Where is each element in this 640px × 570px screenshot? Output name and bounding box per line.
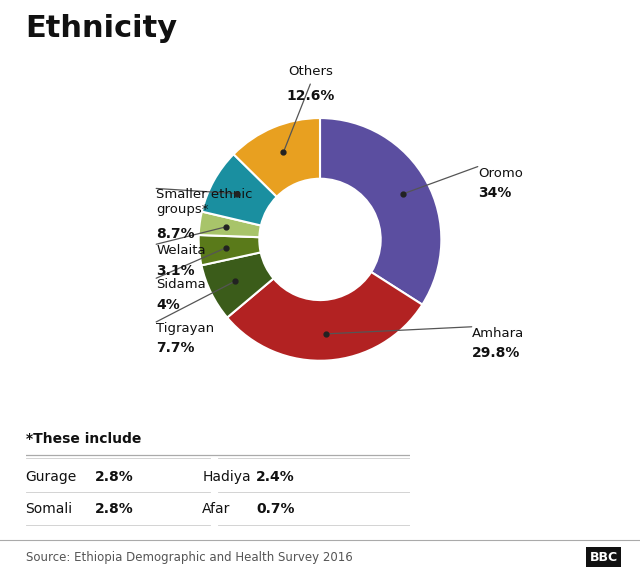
Wedge shape (227, 272, 422, 361)
Wedge shape (199, 211, 261, 237)
Text: 12.6%: 12.6% (286, 89, 335, 103)
Text: 2.8%: 2.8% (95, 470, 134, 484)
Text: Somali: Somali (26, 502, 73, 516)
Text: Hadiya: Hadiya (202, 470, 251, 484)
Text: 7.7%: 7.7% (156, 341, 195, 355)
Text: 34%: 34% (478, 186, 511, 200)
Text: 2.4%: 2.4% (256, 470, 295, 484)
Text: Others: Others (288, 65, 333, 78)
Text: 0.7%: 0.7% (256, 502, 294, 516)
Text: BBC: BBC (589, 551, 618, 564)
Wedge shape (198, 235, 260, 266)
Wedge shape (202, 253, 273, 317)
Text: *These include: *These include (26, 432, 141, 446)
Text: Afar: Afar (202, 502, 230, 516)
Text: 29.8%: 29.8% (472, 346, 520, 360)
Wedge shape (234, 118, 320, 197)
Text: 8.7%: 8.7% (156, 227, 195, 241)
Text: 3.1%: 3.1% (156, 264, 195, 278)
Text: Oromo: Oromo (478, 166, 523, 180)
Text: Source: Ethiopia Demographic and Health Survey 2016: Source: Ethiopia Demographic and Health … (26, 551, 353, 564)
Text: Welaita: Welaita (156, 245, 206, 257)
Text: Tigrayan: Tigrayan (156, 322, 214, 335)
Text: Gurage: Gurage (26, 470, 77, 484)
Text: Amhara: Amhara (472, 327, 524, 340)
Text: Ethnicity: Ethnicity (26, 14, 178, 43)
Wedge shape (202, 154, 276, 226)
Text: Smaller ethnic
groups*: Smaller ethnic groups* (156, 189, 253, 217)
Text: 4%: 4% (156, 298, 180, 312)
Wedge shape (320, 118, 442, 304)
Text: 2.8%: 2.8% (95, 502, 134, 516)
Text: Sidama: Sidama (156, 278, 206, 291)
